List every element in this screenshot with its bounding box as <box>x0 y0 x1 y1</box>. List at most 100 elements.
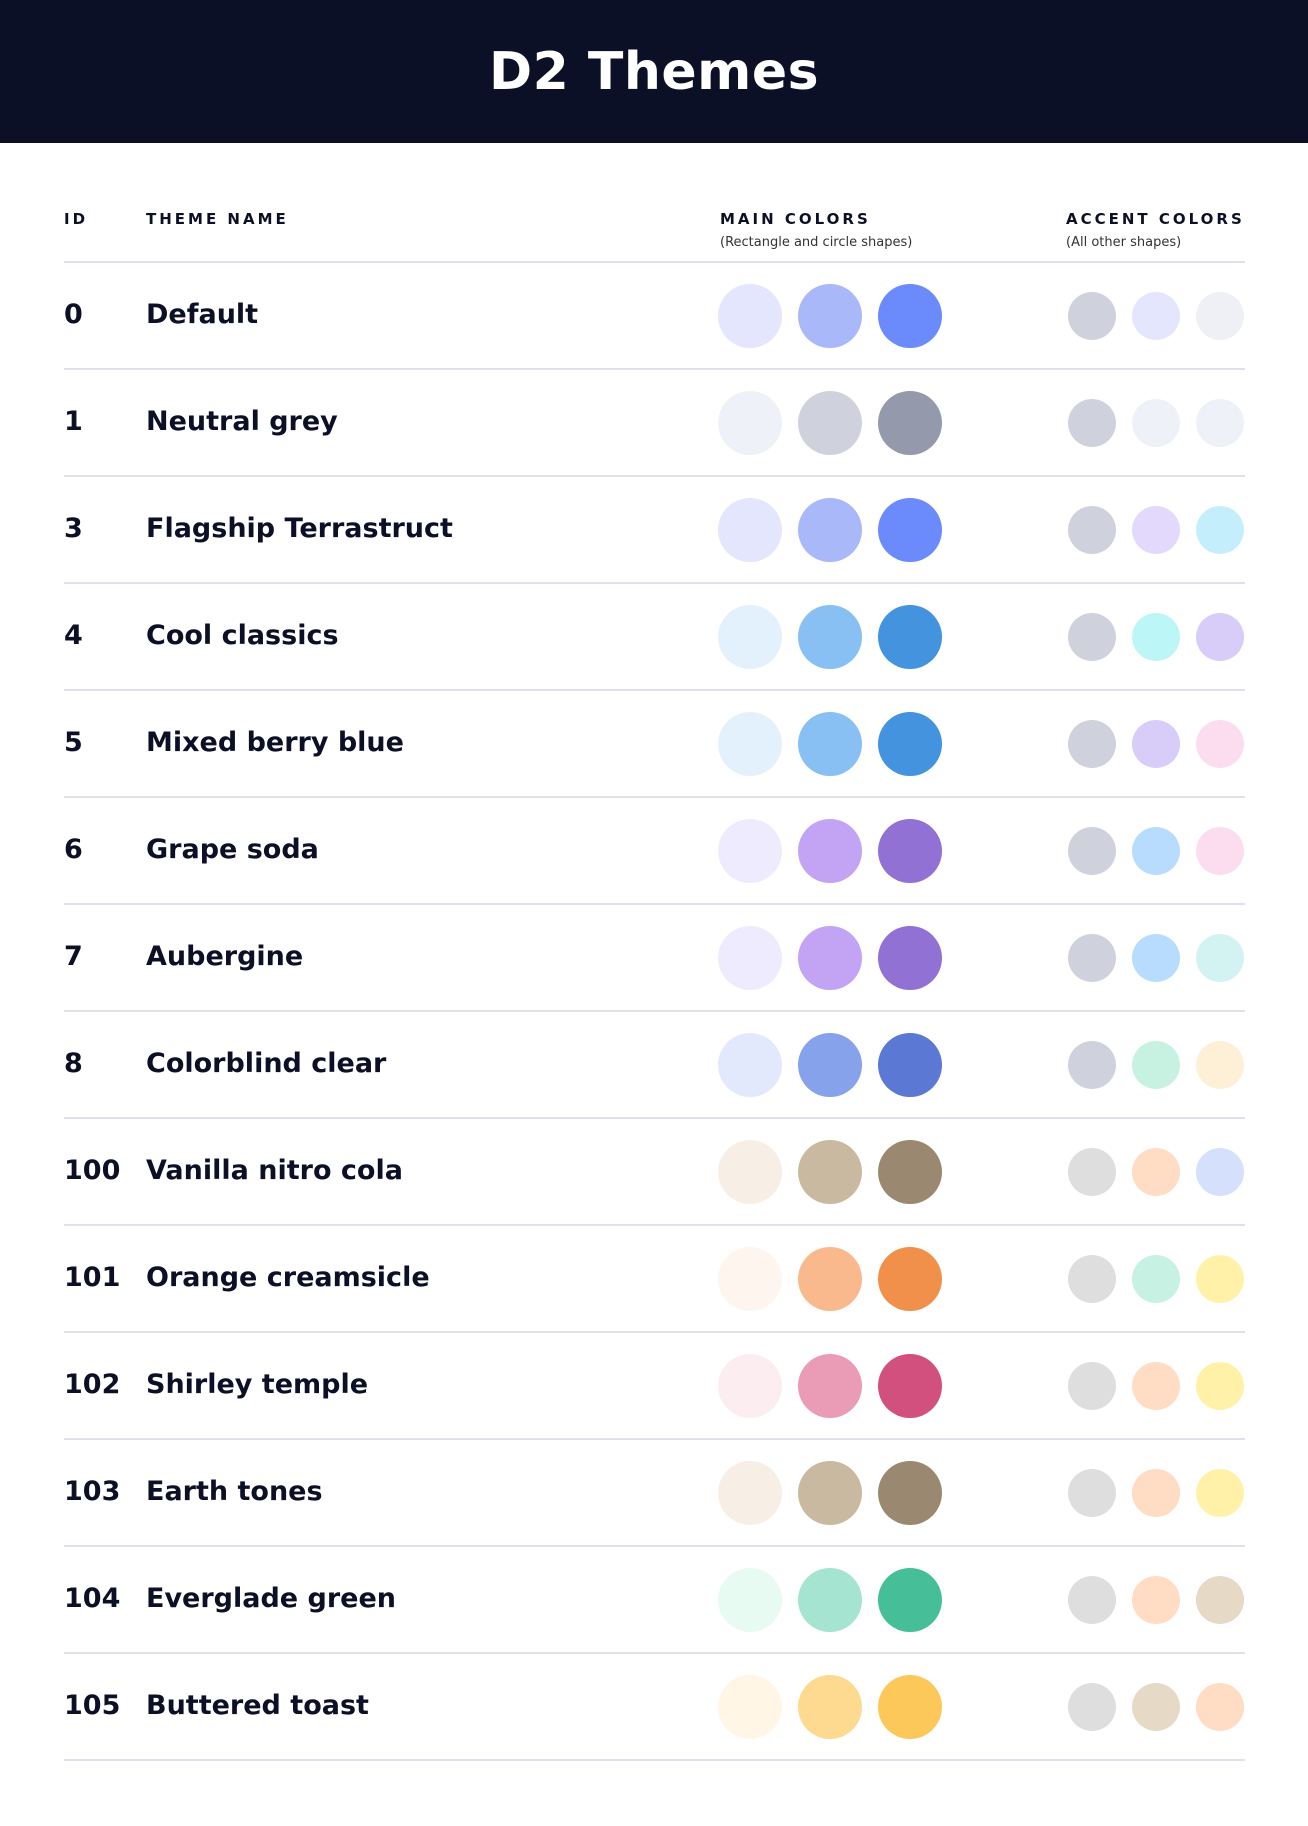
accent-colors-subtitle: (All other shapes) <box>1066 235 1182 250</box>
table-row: 6 Grape soda <box>64 798 1245 905</box>
main-color-swatch <box>878 284 942 348</box>
theme-id: 101 <box>64 1262 121 1293</box>
main-colors <box>718 1461 942 1525</box>
accent-color-swatch <box>1068 1148 1116 1196</box>
accent-colors <box>1068 1683 1244 1731</box>
theme-id: 103 <box>64 1476 121 1507</box>
accent-color-swatch <box>1196 1362 1244 1410</box>
accent-color-swatch <box>1196 1576 1244 1624</box>
accent-color-swatch <box>1132 506 1180 554</box>
main-color-swatch <box>798 819 862 883</box>
accent-colors <box>1068 934 1244 982</box>
main-color-swatch <box>798 926 862 990</box>
column-id: ID <box>64 210 89 228</box>
theme-id: 4 <box>64 620 83 651</box>
accent-color-swatch <box>1196 1255 1244 1303</box>
theme-id: 0 <box>64 299 83 330</box>
table-row: 100 Vanilla nitro cola <box>64 1119 1245 1226</box>
accent-color-swatch <box>1068 1362 1116 1410</box>
accent-color-swatch <box>1132 1041 1180 1089</box>
accent-color-swatch <box>1068 506 1116 554</box>
accent-colors <box>1068 1469 1244 1517</box>
page-title: D2 Themes <box>488 41 820 102</box>
main-color-swatch <box>878 1140 942 1204</box>
accent-color-swatch <box>1132 827 1180 875</box>
main-colors <box>718 391 942 455</box>
main-color-swatch <box>718 1675 782 1739</box>
accent-color-swatch <box>1196 1683 1244 1731</box>
main-color-swatch <box>718 605 782 669</box>
accent-color-swatch <box>1068 1041 1116 1089</box>
theme-id: 3 <box>64 513 83 544</box>
theme-name: Earth tones <box>146 1476 323 1507</box>
main-color-swatch <box>798 1140 862 1204</box>
main-color-swatch <box>718 712 782 776</box>
accent-color-swatch <box>1068 1576 1116 1624</box>
accent-colors <box>1068 720 1244 768</box>
accent-colors <box>1068 613 1244 661</box>
main-color-swatch <box>798 1033 862 1097</box>
accent-color-swatch <box>1068 1469 1116 1517</box>
theme-name: Default <box>146 299 259 330</box>
main-color-swatch <box>798 1461 862 1525</box>
table-row: 103 Earth tones <box>64 1440 1245 1547</box>
main-color-swatch <box>718 1568 782 1632</box>
accent-color-swatch <box>1132 292 1180 340</box>
accent-color-swatch <box>1196 613 1244 661</box>
main-color-swatch <box>878 819 942 883</box>
column-accent-colors: ACCENT COLORS <box>1066 210 1245 228</box>
accent-color-swatch <box>1068 1683 1116 1731</box>
main-color-swatch <box>798 284 862 348</box>
accent-color-swatch <box>1132 613 1180 661</box>
main-colors <box>718 1033 942 1097</box>
main-color-swatch <box>878 1461 942 1525</box>
accent-color-swatch <box>1132 1255 1180 1303</box>
accent-colors <box>1068 506 1244 554</box>
main-color-swatch <box>718 498 782 562</box>
accent-color-swatch <box>1068 399 1116 447</box>
main-color-swatch <box>718 1354 782 1418</box>
theme-id: 100 <box>64 1155 121 1186</box>
main-color-swatch <box>798 1354 862 1418</box>
column-theme-name: THEME NAME <box>146 210 289 228</box>
main-colors <box>718 498 942 562</box>
main-colors <box>718 1675 942 1739</box>
main-colors <box>718 926 942 990</box>
main-color-swatch <box>798 391 862 455</box>
theme-id: 105 <box>64 1690 121 1721</box>
main-colors <box>718 819 942 883</box>
main-color-swatch <box>878 391 942 455</box>
accent-color-swatch <box>1196 1469 1244 1517</box>
theme-name: Buttered toast <box>146 1690 369 1721</box>
theme-id: 1 <box>64 406 83 437</box>
page-header: D2 Themes <box>0 0 1308 143</box>
table-row: 1 Neutral grey <box>64 370 1245 477</box>
accent-colors <box>1068 827 1244 875</box>
main-colors <box>718 284 942 348</box>
table-row: 101 Orange creamsicle <box>64 1226 1245 1333</box>
main-color-swatch <box>878 1354 942 1418</box>
column-main-colors: MAIN COLORS <box>720 210 871 228</box>
theme-name: Shirley temple <box>146 1369 369 1400</box>
accent-colors <box>1068 1255 1244 1303</box>
main-colors <box>718 605 942 669</box>
table-row: 7 Aubergine <box>64 905 1245 1012</box>
accent-color-swatch <box>1196 1148 1244 1196</box>
main-color-swatch <box>718 926 782 990</box>
main-color-swatch <box>878 605 942 669</box>
table-row: 104 Everglade green <box>64 1547 1245 1654</box>
accent-color-swatch <box>1132 1683 1180 1731</box>
theme-id: 8 <box>64 1048 83 1079</box>
theme-name: Flagship Terrastruct <box>146 513 453 544</box>
main-colors <box>718 1247 942 1311</box>
table-row: 105 Buttered toast <box>64 1654 1245 1761</box>
accent-colors <box>1068 1148 1244 1196</box>
theme-id: 6 <box>64 834 83 865</box>
accent-colors <box>1068 399 1244 447</box>
accent-color-swatch <box>1132 1469 1180 1517</box>
main-color-swatch <box>798 1675 862 1739</box>
accent-colors <box>1068 292 1244 340</box>
accent-colors <box>1068 1362 1244 1410</box>
table-row: 8 Colorblind clear <box>64 1012 1245 1119</box>
table-header: ID THEME NAME MAIN COLORS (Rectangle and… <box>64 143 1245 263</box>
